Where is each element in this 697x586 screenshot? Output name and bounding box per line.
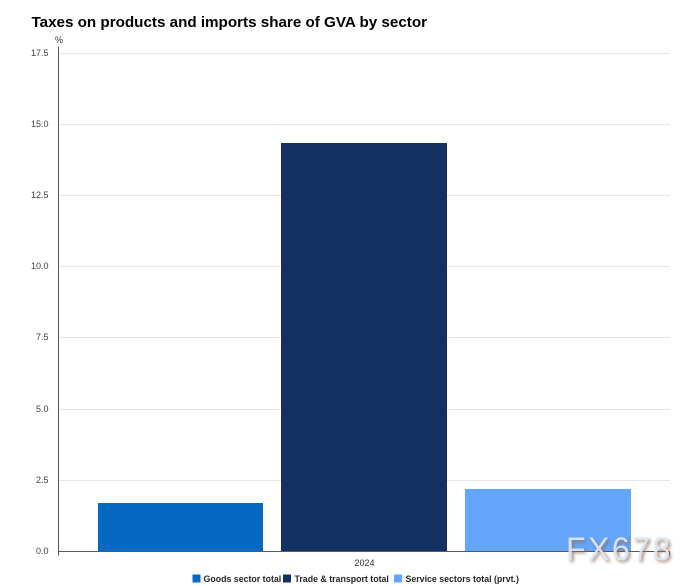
- svg-text:Taxes on products and imports: Taxes on products and imports share of G…: [32, 14, 428, 31]
- svg-text:10.0: 10.0: [31, 261, 49, 271]
- svg-text:5.0: 5.0: [36, 404, 49, 414]
- svg-text:Service sectors total (prvt.): Service sectors total (prvt.): [406, 574, 519, 584]
- svg-text:2024: 2024: [354, 558, 374, 568]
- svg-text:0.0: 0.0: [36, 546, 49, 556]
- svg-text:12.5: 12.5: [31, 190, 49, 200]
- svg-text:Trade & transport total: Trade & transport total: [295, 574, 389, 584]
- svg-text:15.0: 15.0: [31, 119, 49, 129]
- svg-text:7.5: 7.5: [36, 332, 49, 342]
- svg-text:Goods sector total: Goods sector total: [204, 574, 282, 584]
- svg-text:17.5: 17.5: [31, 48, 49, 58]
- svg-text:2.5: 2.5: [36, 475, 49, 485]
- svg-text:%: %: [55, 35, 63, 45]
